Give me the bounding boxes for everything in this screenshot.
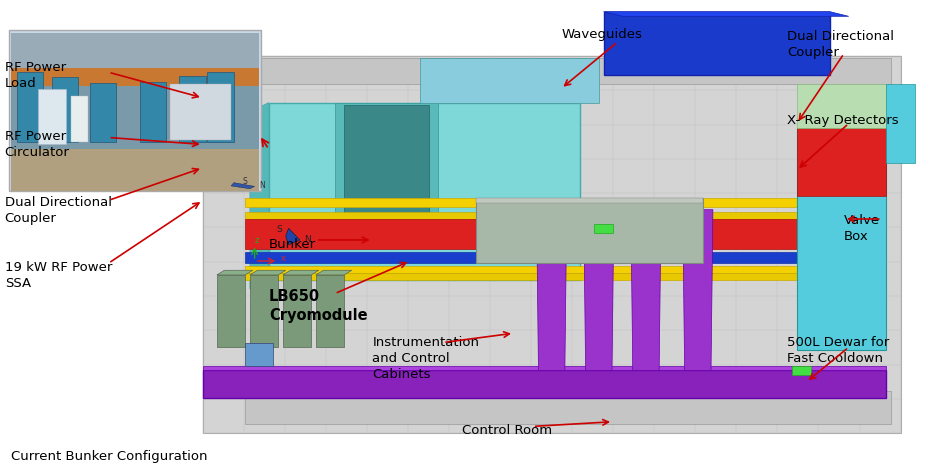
Polygon shape [797, 128, 886, 196]
Text: z: z [255, 236, 259, 245]
Polygon shape [797, 84, 886, 128]
Bar [11, 68, 259, 149]
Polygon shape [245, 219, 882, 249]
Text: 500L Dewar for
Fast Cooldown: 500L Dewar for Fast Cooldown [787, 336, 889, 364]
Polygon shape [269, 103, 580, 280]
Polygon shape [604, 12, 849, 16]
Text: LB650
Cryomodule: LB650 Cryomodule [269, 289, 368, 322]
Polygon shape [245, 273, 882, 280]
Polygon shape [286, 228, 300, 245]
Polygon shape [217, 275, 245, 347]
Bar [17, 72, 43, 142]
Bar [11, 68, 259, 86]
Text: X- Ray Detectors: X- Ray Detectors [787, 114, 899, 127]
Polygon shape [245, 58, 891, 84]
Text: N: N [259, 181, 265, 190]
Polygon shape [631, 210, 661, 370]
Polygon shape [250, 275, 278, 347]
Text: Dual Directional
Coupler: Dual Directional Coupler [5, 196, 111, 225]
Text: S: S [242, 177, 248, 186]
Text: Valve
Box: Valve Box [844, 214, 880, 243]
Bar [179, 76, 206, 142]
Polygon shape [344, 105, 429, 217]
Bar [170, 84, 231, 140]
Polygon shape [604, 12, 830, 75]
Bar [90, 83, 116, 142]
Polygon shape [245, 252, 882, 263]
Polygon shape [250, 270, 286, 275]
Text: Bunker: Bunker [269, 238, 316, 251]
Bar [11, 149, 259, 191]
Polygon shape [797, 128, 886, 350]
Polygon shape [283, 270, 319, 275]
Polygon shape [584, 210, 614, 370]
Bar [38, 89, 66, 144]
Text: S: S [276, 225, 282, 233]
Polygon shape [316, 270, 352, 275]
Polygon shape [250, 103, 269, 289]
Bar [52, 77, 78, 142]
Polygon shape [886, 84, 915, 163]
Polygon shape [335, 103, 438, 224]
Polygon shape [316, 275, 344, 347]
Text: 19 kW RF Power
SSA: 19 kW RF Power SSA [5, 261, 112, 290]
Polygon shape [537, 210, 567, 370]
Bar [11, 33, 259, 68]
Polygon shape [245, 198, 882, 207]
Polygon shape [203, 366, 886, 370]
Polygon shape [594, 224, 613, 233]
Polygon shape [476, 198, 703, 263]
Text: Waveguides: Waveguides [561, 28, 642, 41]
Text: Control Room: Control Room [462, 424, 553, 437]
Polygon shape [245, 212, 882, 219]
Polygon shape [245, 266, 882, 273]
Text: N: N [304, 235, 311, 244]
Text: RF Power
Circulator: RF Power Circulator [5, 130, 70, 159]
Polygon shape [245, 343, 273, 366]
Polygon shape [203, 56, 901, 433]
Polygon shape [217, 270, 253, 275]
Polygon shape [245, 391, 891, 424]
Text: Dual Directional
Coupler: Dual Directional Coupler [787, 30, 894, 59]
Polygon shape [231, 183, 255, 189]
Bar [71, 96, 88, 142]
Bar [140, 82, 166, 142]
Polygon shape [476, 198, 703, 203]
Text: Instrumentation
and Control
Cabinets: Instrumentation and Control Cabinets [372, 336, 479, 381]
Polygon shape [283, 275, 311, 347]
Polygon shape [792, 366, 811, 375]
Polygon shape [683, 210, 713, 370]
Polygon shape [203, 370, 886, 398]
Text: x: x [281, 254, 286, 263]
Bar [207, 72, 234, 142]
Text: RF Power
Load: RF Power Load [5, 61, 66, 89]
Polygon shape [420, 58, 599, 103]
Text: Current Bunker Configuration: Current Bunker Configuration [11, 450, 207, 463]
Bar [9, 30, 261, 191]
